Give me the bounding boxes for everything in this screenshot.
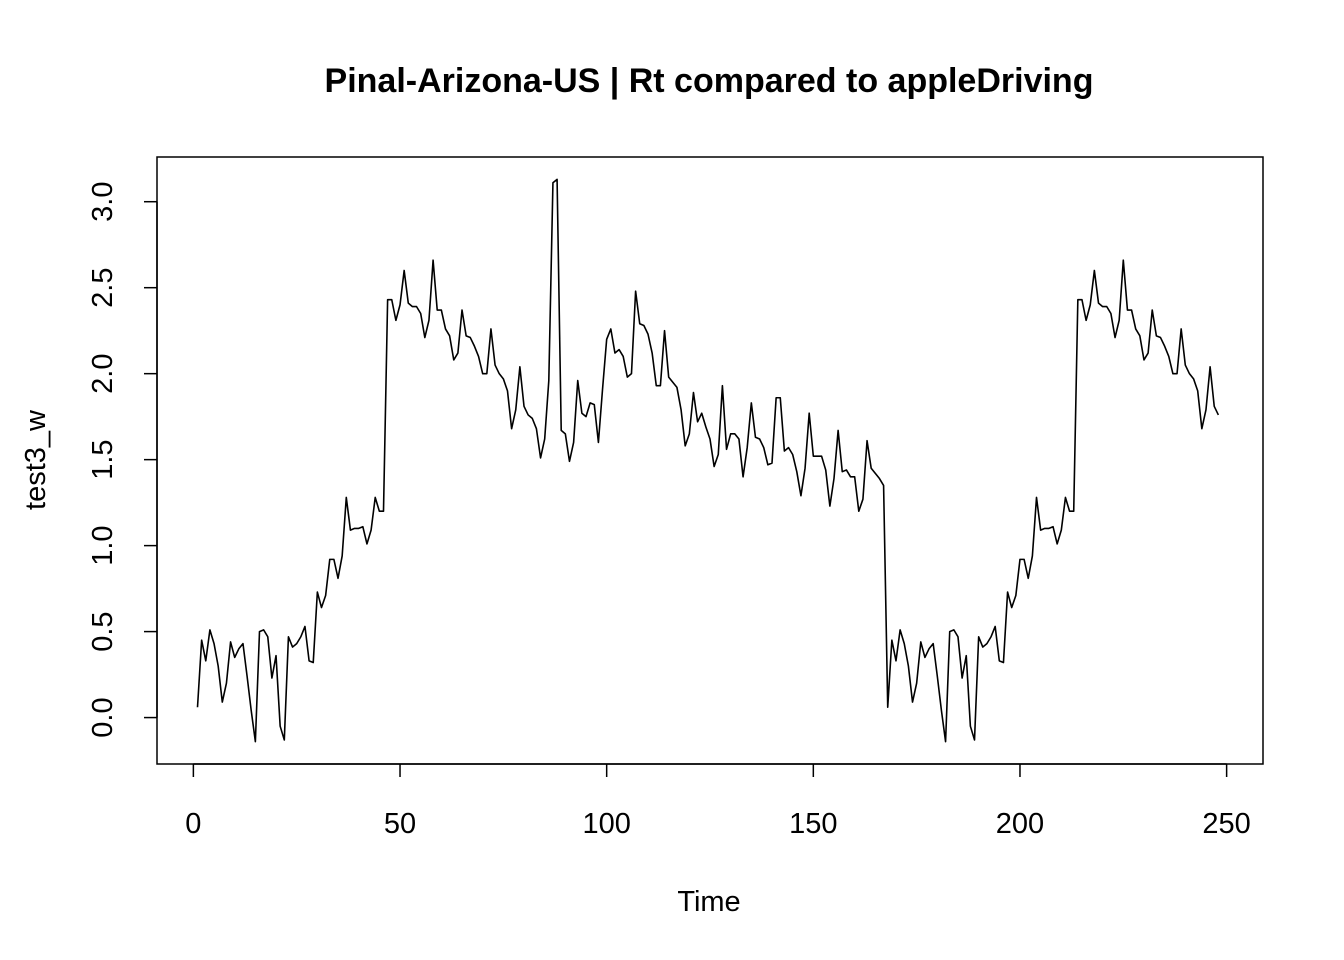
y-tick-label: 0.0 <box>87 697 119 737</box>
plot-box <box>156 156 1264 765</box>
x-axis-label: Time <box>677 886 740 918</box>
y-tick-label: 3.0 <box>87 182 119 222</box>
y-tick-label: 0.5 <box>87 611 119 651</box>
y-axis: 0.0 0.5 1.0 1.5 2.0 2.5 3.0 <box>87 182 158 738</box>
y-axis-label: test3_w <box>20 409 52 510</box>
x-axis: 0 50 100 150 200 250 <box>185 763 1251 840</box>
x-tick-label: 100 <box>582 808 630 840</box>
x-tick-label: 50 <box>384 808 416 840</box>
x-tick-label: 200 <box>996 808 1044 840</box>
y-tick-label: 1.0 <box>87 525 119 565</box>
x-tick-label: 150 <box>789 808 837 840</box>
x-tick-label: 0 <box>185 808 201 840</box>
series-layer <box>196 178 1220 743</box>
y-tick-label: 2.0 <box>87 353 119 393</box>
chart-title: Pinal-Arizona-US | Rt compared to appleD… <box>325 62 1094 100</box>
series-line <box>196 178 1220 743</box>
x-tick-label: 250 <box>1202 808 1250 840</box>
y-tick-label: 2.5 <box>87 268 119 308</box>
y-tick-label: 1.5 <box>87 439 119 479</box>
